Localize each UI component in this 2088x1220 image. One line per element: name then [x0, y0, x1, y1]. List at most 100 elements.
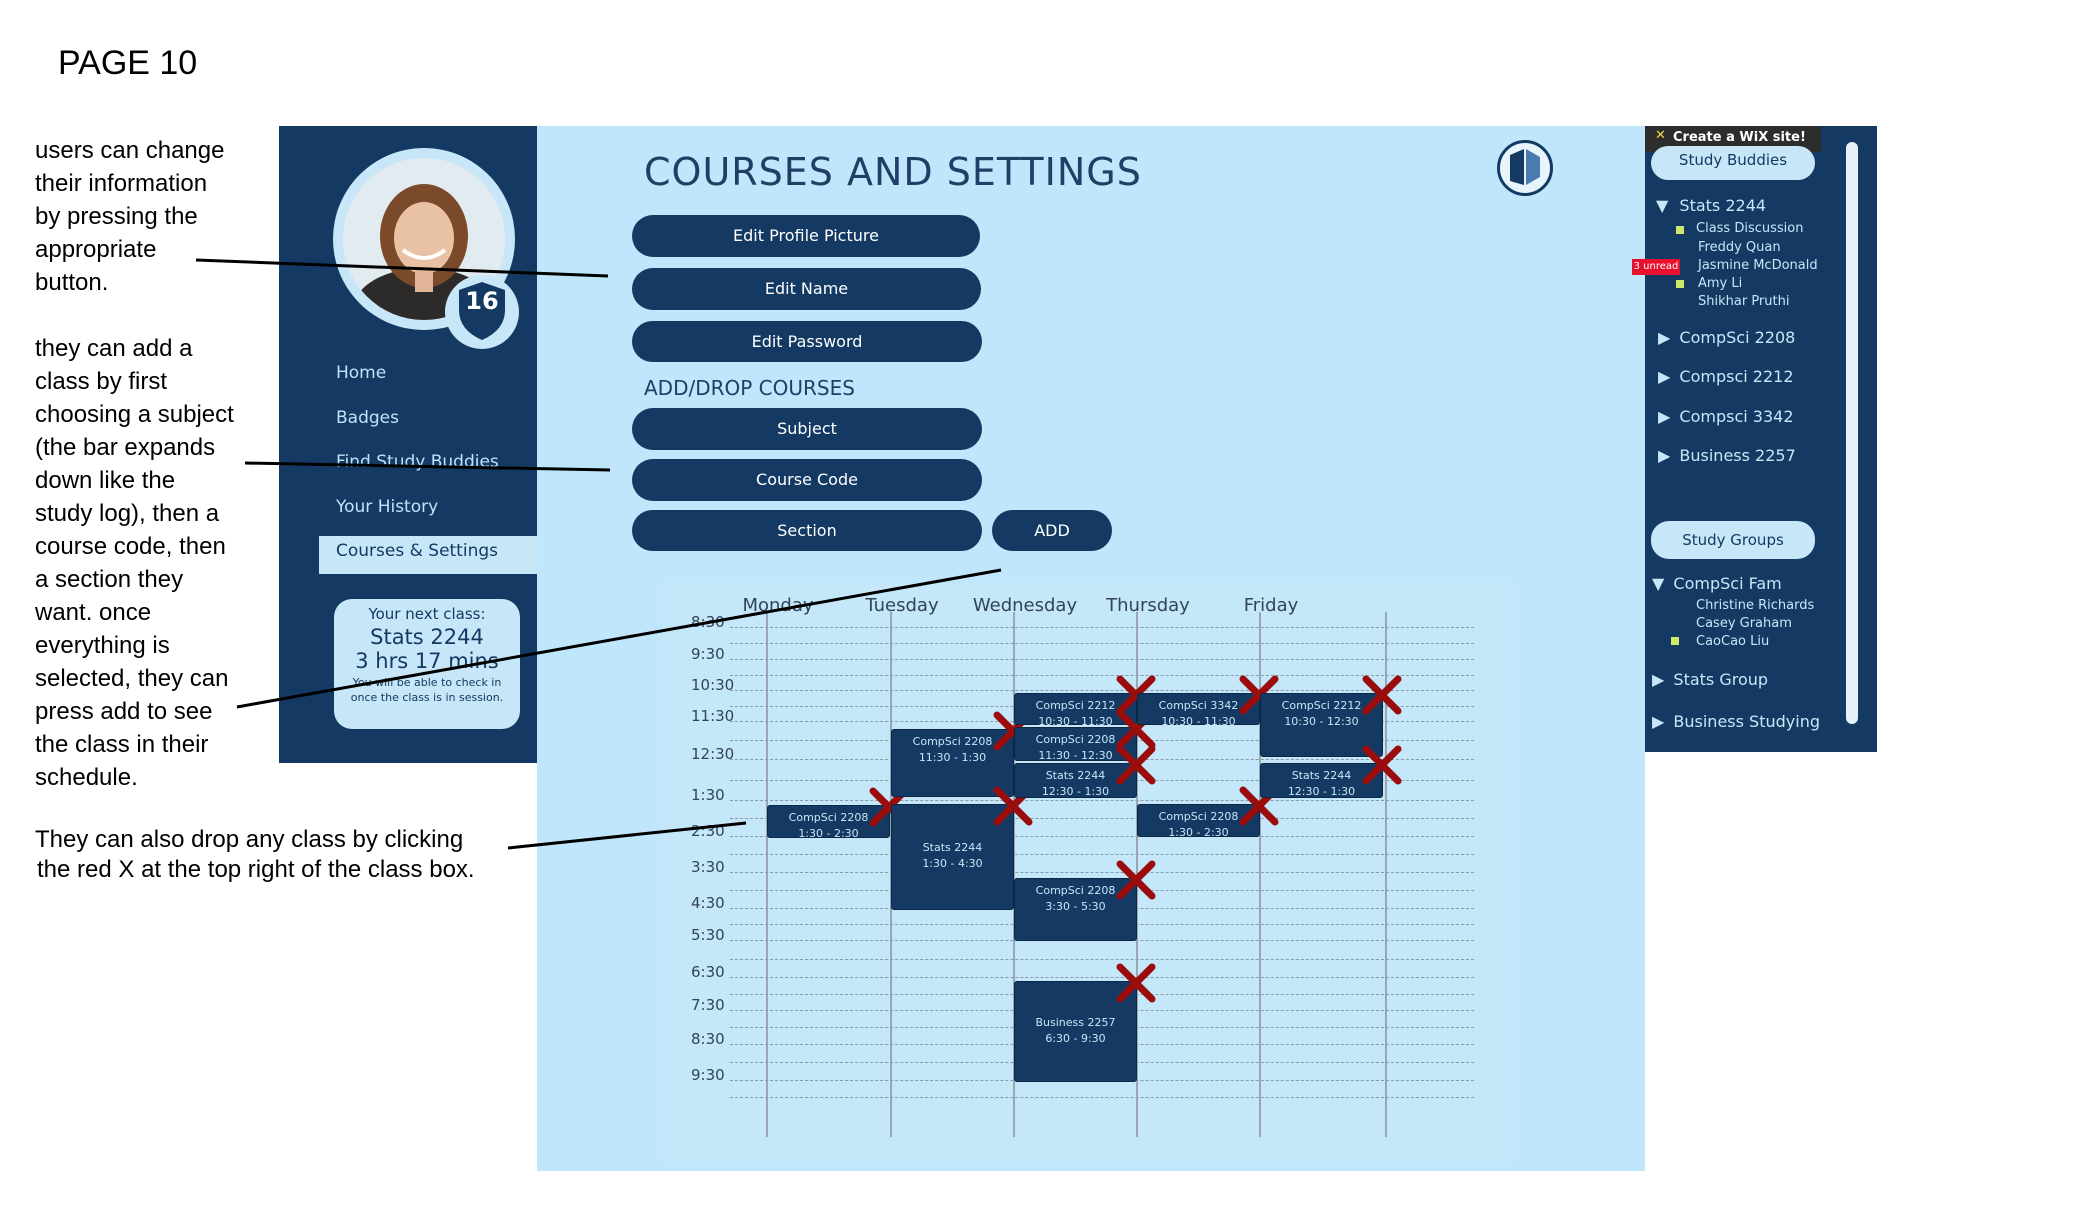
right-panel-scrollbar[interactable] [1846, 142, 1858, 724]
day-header: Thursday [1106, 595, 1190, 616]
add-button[interactable]: ADD [992, 510, 1112, 551]
buddy-item[interactable]: Jasmine McDonald [1698, 258, 1818, 273]
drop-x-icon[interactable] [1362, 745, 1402, 785]
class-time: 3:30 - 5:30 [1045, 900, 1106, 913]
note-line: their information [35, 170, 208, 197]
edit-profile-picture-button[interactable]: Edit Profile Picture [632, 215, 980, 257]
edit-name-button[interactable]: Edit Name [632, 268, 981, 310]
class-box[interactable]: CompSci 2212 10:30 - 11:30 [1014, 693, 1137, 728]
note-edit-info: users can change their information by pr… [35, 134, 224, 299]
class-box[interactable]: Stats 2244 12:30 - 1:30 [1014, 763, 1137, 798]
hour-gridline [730, 800, 1474, 801]
drop-x-icon[interactable] [1116, 963, 1156, 1003]
page-label: PAGE 10 [58, 44, 198, 82]
class-time: 10:30 - 11:30 [1038, 715, 1113, 728]
class-time: 12:30 - 1:30 [1041, 785, 1110, 798]
collapse-arrow-icon[interactable]: ▶ [1658, 407, 1671, 426]
group-label: Business Studying [1673, 712, 1820, 731]
note-line: They can also drop any class by clicking [35, 826, 464, 853]
nav-badges[interactable]: Badges [336, 408, 399, 428]
time-label: 8:30 [691, 1030, 725, 1048]
buddy-item[interactable]: Freddy Quan [1698, 240, 1781, 255]
section-dropdown[interactable]: Section [632, 510, 982, 551]
nav-your-history[interactable]: Your History [336, 497, 439, 517]
half-hour-gridline [730, 1097, 1474, 1098]
note-line: the class in their [35, 731, 209, 758]
stats-2244-group[interactable]: ▼ Stats 2244 [1656, 196, 1766, 215]
group-title: CompSci Fam [1673, 574, 1782, 593]
half-hour-gridline [730, 675, 1474, 676]
close-icon[interactable]: ✕ [1655, 128, 1666, 143]
online-dot [1676, 280, 1684, 288]
class-box[interactable]: Business 2257 6:30 - 9:30 [1014, 981, 1137, 1082]
annotation-line [236, 568, 1002, 709]
class-box[interactable]: CompSci 2208 11:30 - 1:30 [891, 729, 1014, 797]
class-box[interactable]: CompSci 3342 10:30 - 11:30 [1137, 693, 1260, 728]
class-time: 11:30 - 1:30 [918, 751, 987, 764]
class-discussion-item[interactable]: Class Discussion [1696, 221, 1804, 236]
expand-arrow-icon[interactable]: ▼ [1652, 574, 1665, 593]
subject-dropdown[interactable]: Subject [632, 408, 982, 450]
collapse-arrow-icon[interactable]: ▶ [1658, 446, 1671, 465]
class-box[interactable]: CompSci 2208 11:30 - 12:30 [1014, 727, 1137, 762]
drop-x-icon[interactable] [1362, 675, 1402, 715]
study-buddies-button[interactable]: Study Buddies [1651, 146, 1815, 180]
member-item[interactable]: CaoCao Liu [1696, 634, 1770, 649]
collapse-arrow-icon[interactable]: ▶ [1652, 712, 1665, 731]
day-header: Tuesday [865, 595, 939, 616]
class-time: 10:30 - 11:30 [1161, 715, 1236, 728]
member-item[interactable]: Christine Richards [1696, 598, 1815, 613]
hour-gridline [730, 872, 1474, 873]
buddy-item[interactable]: Shikhar Pruthi [1698, 294, 1790, 309]
course-code-dropdown[interactable]: Course Code [632, 459, 982, 501]
drop-x-icon[interactable] [1116, 860, 1156, 900]
study-groups-button[interactable]: Study Groups [1651, 521, 1815, 559]
drop-x-icon[interactable] [1116, 745, 1156, 785]
class-box[interactable]: Stats 2244 12:30 - 1:30 [1260, 763, 1383, 798]
nav-courses-settings[interactable]: Courses & Settings [336, 541, 498, 561]
note-line: study log), then a [35, 500, 220, 527]
day-header: Monday [742, 595, 814, 616]
member-item[interactable]: Casey Graham [1696, 616, 1792, 631]
compsci-fam-group[interactable]: ▼ CompSci Fam [1652, 574, 1782, 593]
annotation-line [195, 258, 609, 278]
level-number: 16 [465, 287, 499, 315]
buddy-item[interactable]: Amy Li [1698, 276, 1743, 291]
collapse-arrow-icon[interactable]: ▶ [1652, 670, 1665, 689]
class-box[interactable]: Stats 2244 1:30 - 4:30 [891, 804, 1014, 910]
day-column-divider [1013, 612, 1015, 1137]
expand-arrow-icon[interactable]: ▼ [1656, 196, 1669, 215]
time-label: 7:30 [691, 996, 725, 1014]
time-label: 3:30 [691, 858, 725, 876]
nav-home[interactable]: Home [336, 363, 387, 383]
class-name: CompSci 2208 [912, 735, 993, 748]
page-title: COURSES AND SETTINGS [644, 150, 1142, 194]
day-column-divider [766, 612, 768, 1137]
logo-icon [1497, 140, 1553, 196]
class-box[interactable]: CompSci 2212 10:30 - 12:30 [1260, 693, 1383, 757]
class-name: CompSci 2208 [1158, 810, 1239, 823]
class-box[interactable]: CompSci 2208 1:30 - 2:30 [1137, 804, 1260, 839]
class-name: CompSci 2212 [1035, 699, 1116, 712]
edit-password-button[interactable]: Edit Password [632, 321, 982, 362]
day-column-divider [1259, 612, 1261, 1137]
course-item[interactable]: ▶ Business 2257 [1658, 446, 1796, 465]
group-item[interactable]: ▶ Stats Group [1652, 670, 1768, 689]
class-name: CompSci 2208 [1035, 733, 1116, 746]
course-item[interactable]: ▶ Compsci 2212 [1658, 367, 1794, 386]
course-item[interactable]: ▶ Compsci 3342 [1658, 407, 1794, 426]
hour-gridline [730, 627, 1474, 628]
hour-gridline [730, 659, 1474, 660]
course-item[interactable]: ▶ CompSci 2208 [1658, 328, 1795, 347]
day-column-divider [1385, 612, 1387, 1137]
collapse-arrow-icon[interactable]: ▶ [1658, 328, 1671, 347]
group-item[interactable]: ▶ Business Studying [1652, 712, 1820, 731]
class-box[interactable]: CompSci 2208 1:30 - 2:30 [767, 805, 890, 840]
half-hour-gridline [730, 854, 1474, 855]
annotation-line [507, 821, 747, 850]
day-header: Friday [1243, 595, 1299, 616]
note-line: everything is [35, 632, 170, 659]
collapse-arrow-icon[interactable]: ▶ [1658, 367, 1671, 386]
class-box[interactable]: CompSci 2208 3:30 - 5:30 [1014, 878, 1137, 941]
